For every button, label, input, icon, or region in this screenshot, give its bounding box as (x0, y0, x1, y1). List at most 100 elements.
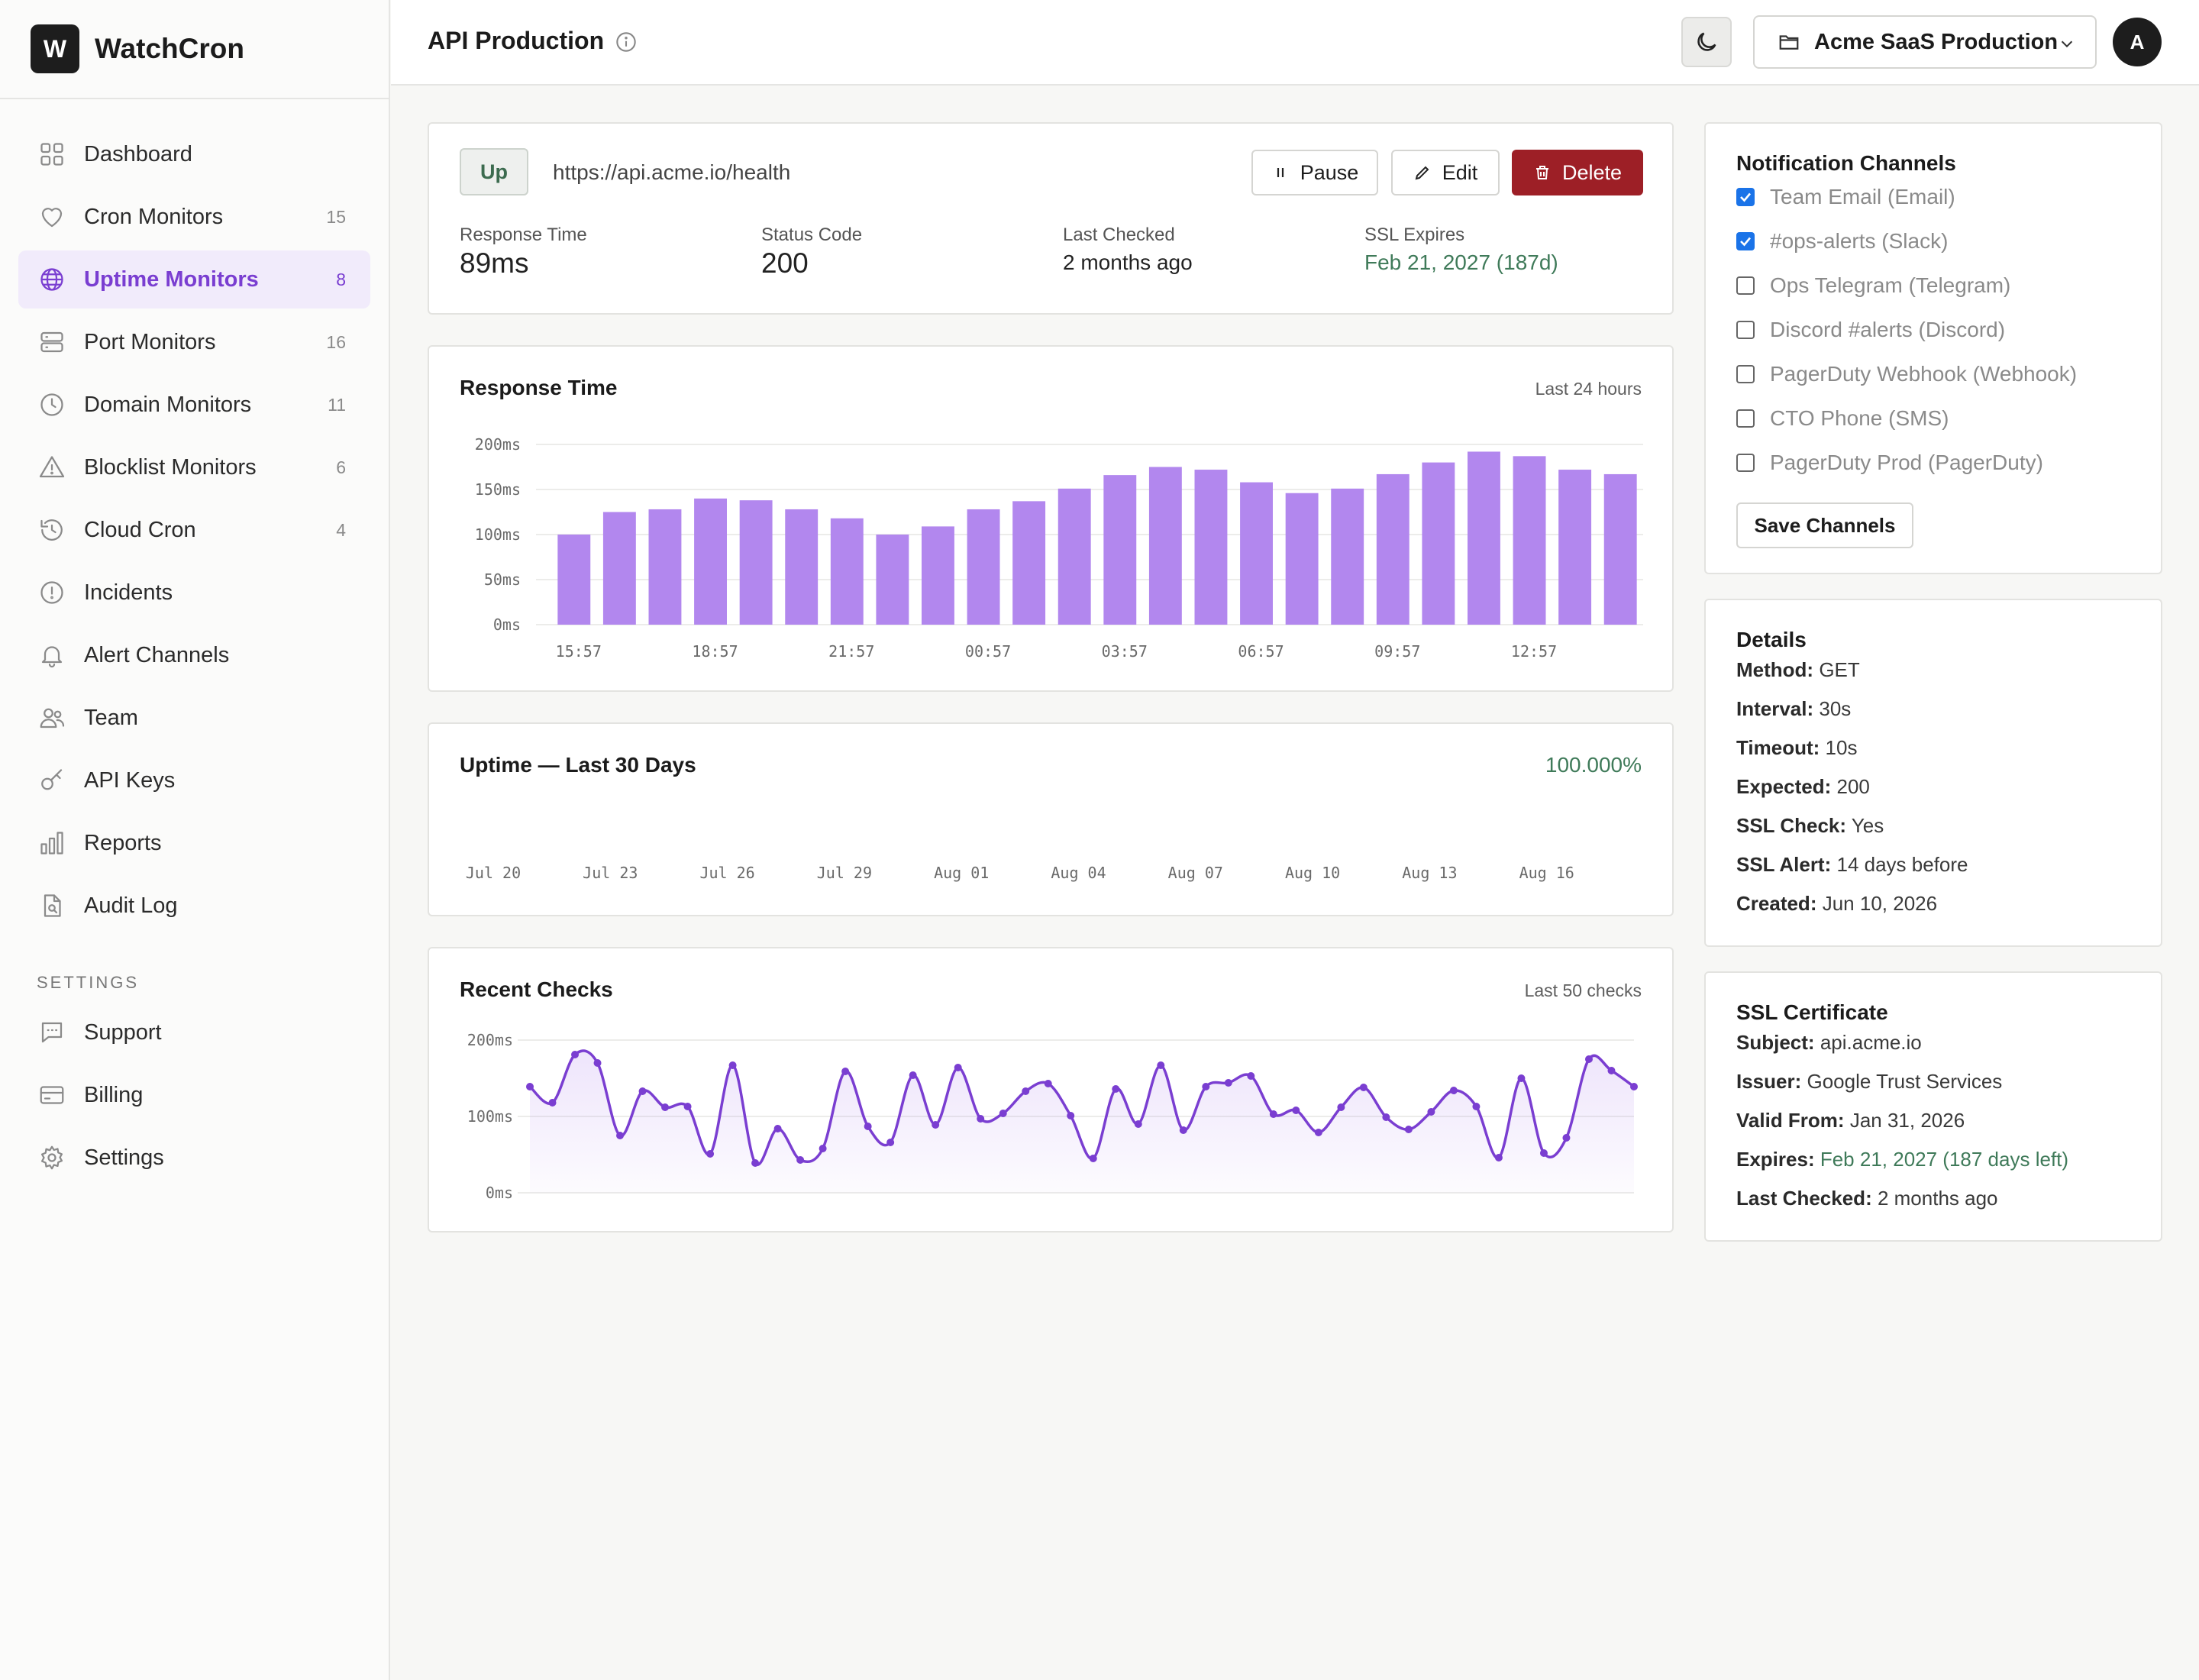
check-point[interactable] (593, 1059, 602, 1067)
check-point[interactable] (638, 1087, 647, 1095)
check-point[interactable] (1067, 1112, 1075, 1119)
check-point[interactable] (1134, 1120, 1142, 1128)
check-point[interactable] (999, 1110, 1007, 1117)
channel-checkbox[interactable] (1736, 365, 1755, 383)
response-time-bar[interactable] (648, 509, 682, 625)
response-time-bar[interactable] (1285, 493, 1319, 625)
channel-checkbox[interactable] (1736, 188, 1755, 206)
check-point[interactable] (526, 1083, 534, 1090)
check-point[interactable] (661, 1103, 670, 1111)
response-time-bar[interactable] (1331, 488, 1364, 625)
check-point[interactable] (548, 1099, 557, 1107)
response-time-bar[interactable] (602, 512, 636, 625)
check-point[interactable] (977, 1115, 985, 1123)
sidebar-item-domain-monitors[interactable]: Domain Monitors 11 (18, 376, 370, 434)
response-time-bar[interactable] (1194, 470, 1228, 625)
sidebar-item-cron-monitors[interactable]: Cron Monitors 15 (18, 188, 370, 246)
brand[interactable]: W WatchCron (0, 0, 389, 99)
channel-checkbox[interactable] (1736, 321, 1755, 339)
response-time-bar[interactable] (830, 518, 864, 625)
check-point[interactable] (1269, 1110, 1277, 1118)
channel-checkbox[interactable] (1736, 232, 1755, 250)
check-point[interactable] (1337, 1103, 1345, 1111)
workspace-selector[interactable]: Acme SaaS Production (1753, 15, 2097, 69)
channel-discord-alerts-discord[interactable]: Discord #alerts (Discord) (1736, 315, 2005, 345)
channel-checkbox[interactable] (1736, 276, 1755, 295)
response-time-bar[interactable] (1058, 488, 1091, 625)
check-point[interactable] (1382, 1113, 1390, 1121)
channel-pagerduty-webhook-webhook[interactable]: PagerDuty Webhook (Webhook) (1736, 359, 2077, 389)
check-point[interactable] (1449, 1087, 1458, 1094)
info-icon[interactable] (615, 31, 637, 53)
response-time-bar[interactable] (1603, 473, 1637, 625)
check-point[interactable] (1089, 1155, 1097, 1162)
sidebar-item-audit-log[interactable]: Audit Log (18, 877, 370, 935)
check-point[interactable] (571, 1051, 580, 1058)
check-point[interactable] (1359, 1084, 1368, 1091)
check-point[interactable] (1112, 1085, 1120, 1093)
check-point[interactable] (1539, 1149, 1548, 1157)
response-time-bar[interactable] (1422, 462, 1455, 625)
channel-cto-phone-sms[interactable]: CTO Phone (SMS) (1736, 403, 1949, 434)
check-point[interactable] (1179, 1126, 1187, 1134)
check-point[interactable] (1562, 1134, 1571, 1142)
check-point[interactable] (932, 1121, 940, 1129)
check-point[interactable] (1292, 1107, 1300, 1114)
response-time-bar[interactable] (739, 500, 773, 625)
delete-button[interactable]: Delete (1512, 150, 1643, 195)
response-time-bar[interactable] (1103, 475, 1137, 625)
check-point[interactable] (909, 1071, 917, 1079)
avatar[interactable]: A (2113, 18, 2162, 66)
channel-checkbox[interactable] (1736, 409, 1755, 428)
response-time-bar[interactable] (1468, 451, 1500, 625)
check-point[interactable] (1517, 1074, 1526, 1082)
channel-pagerduty-prod-pagerduty[interactable]: PagerDuty Prod (PagerDuty) (1736, 447, 2043, 478)
check-point[interactable] (773, 1125, 782, 1132)
check-point[interactable] (616, 1132, 625, 1139)
sidebar-item-api-keys[interactable]: API Keys (18, 751, 370, 809)
check-point[interactable] (886, 1139, 895, 1146)
channel-ops-telegram-telegram[interactable]: Ops Telegram (Telegram) (1736, 270, 2010, 301)
check-point[interactable] (751, 1159, 760, 1167)
response-time-bar[interactable] (1513, 456, 1546, 625)
response-time-bar[interactable] (1558, 470, 1592, 625)
sidebar-item-uptime-monitors[interactable]: Uptime Monitors 8 (18, 250, 370, 309)
check-point[interactable] (1224, 1079, 1232, 1087)
check-point[interactable] (1314, 1129, 1322, 1136)
sidebar-item-billing[interactable]: Billing (18, 1066, 370, 1124)
theme-toggle-button[interactable] (1681, 17, 1732, 67)
check-point[interactable] (1022, 1087, 1030, 1095)
check-point[interactable] (683, 1103, 692, 1110)
channel-checkbox[interactable] (1736, 454, 1755, 472)
sidebar-item-blocklist-monitors[interactable]: Blocklist Monitors 6 (18, 438, 370, 496)
check-point[interactable] (1202, 1083, 1210, 1090)
response-time-bar[interactable] (785, 509, 819, 625)
check-point[interactable] (1607, 1067, 1616, 1074)
sidebar-item-support[interactable]: Support (18, 1003, 370, 1061)
check-point[interactable] (1247, 1072, 1255, 1080)
pause-button[interactable]: Pause (1251, 150, 1378, 195)
sidebar-item-cloud-cron[interactable]: Cloud Cron 4 (18, 501, 370, 559)
sidebar-item-port-monitors[interactable]: Port Monitors 16 (18, 313, 370, 371)
check-point[interactable] (1427, 1108, 1435, 1116)
check-point[interactable] (1472, 1103, 1481, 1110)
sidebar-item-alert-channels[interactable]: Alert Channels (18, 626, 370, 684)
check-point[interactable] (1404, 1126, 1413, 1133)
response-time-bar[interactable] (557, 535, 591, 625)
response-time-bar[interactable] (876, 535, 909, 625)
response-time-bar[interactable] (1148, 467, 1182, 625)
check-point[interactable] (864, 1123, 872, 1130)
check-point[interactable] (1157, 1061, 1165, 1069)
sidebar-item-dashboard[interactable]: Dashboard (18, 125, 370, 183)
sidebar-item-incidents[interactable]: Incidents (18, 564, 370, 622)
check-point[interactable] (841, 1068, 850, 1075)
response-time-bar[interactable] (1012, 501, 1046, 625)
channel-ops-alerts-slack[interactable]: #ops-alerts (Slack) (1736, 226, 1948, 257)
check-point[interactable] (1630, 1083, 1638, 1090)
response-time-bar[interactable] (967, 509, 1000, 625)
edit-button[interactable]: Edit (1391, 150, 1500, 195)
check-point[interactable] (954, 1064, 962, 1071)
sidebar-item-team[interactable]: Team (18, 689, 370, 747)
check-point[interactable] (1494, 1154, 1503, 1161)
response-time-bar[interactable] (922, 526, 954, 625)
